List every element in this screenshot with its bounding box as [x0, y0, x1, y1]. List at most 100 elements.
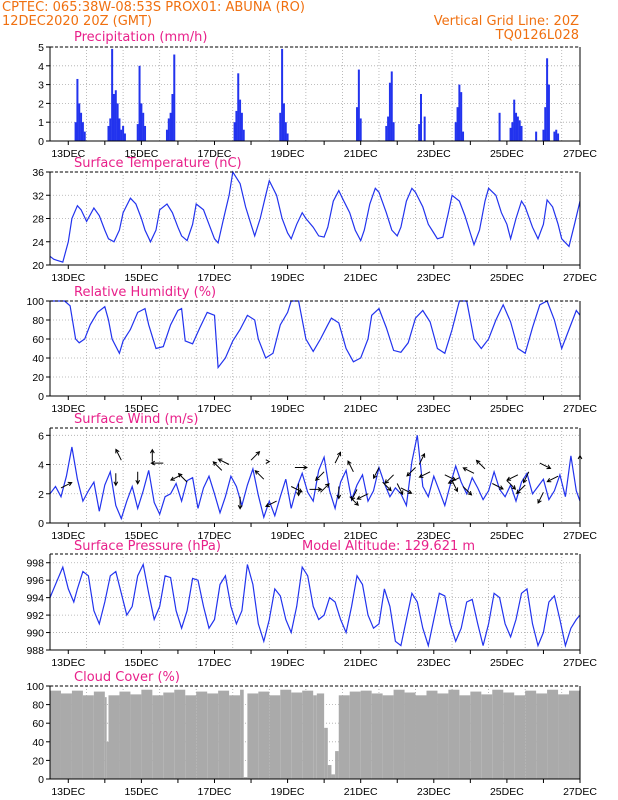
header-code: TQ0126L028	[495, 28, 579, 43]
precip-bar	[392, 122, 395, 141]
precip-bar	[76, 78, 79, 141]
x-tick-label: 25DEC	[490, 403, 524, 415]
cloud-cover-bar	[525, 690, 537, 779]
cloud-cover-bar	[291, 692, 303, 779]
precip-bar	[509, 127, 512, 141]
cloud-cover-bar	[50, 690, 61, 779]
cloud-cover-bar	[503, 692, 515, 779]
x-tick-label: 17DEC	[198, 403, 232, 415]
wind-arrow	[451, 480, 459, 493]
cloud-cover-bar	[302, 690, 314, 779]
cloud-cover-bar	[349, 691, 361, 779]
y-tick-label: 28	[32, 214, 44, 226]
y-tick-label: 40	[32, 737, 44, 749]
precip-bar	[553, 131, 556, 141]
cloud-cover-bar	[382, 695, 394, 779]
precip-bar	[242, 129, 245, 141]
precip-bar	[171, 94, 174, 141]
wind-arrow	[347, 460, 354, 473]
panel-title: Precipitation (mm/h)	[74, 30, 207, 45]
x-tick-label: 23DEC	[417, 272, 451, 284]
series-line	[49, 435, 581, 521]
cloud-cover-bar	[207, 693, 219, 779]
precip-bar	[281, 48, 284, 141]
cloud-cover-bar	[196, 691, 208, 779]
x-tick-label: 25DEC	[490, 272, 524, 284]
x-tick-label: 23DEC	[417, 148, 451, 160]
cloud-cover-bar	[393, 689, 405, 779]
precip-bar	[462, 131, 465, 141]
precip-bar	[81, 122, 84, 141]
y-tick-label: 4	[38, 61, 44, 73]
cloud-cover-bar	[174, 689, 186, 779]
x-tick-label: 17DEC	[198, 657, 232, 669]
y-tick-label: 0	[38, 518, 44, 530]
y-tick-label: 1	[38, 117, 44, 129]
x-tick-label: 17DEC	[198, 148, 232, 160]
cloud-cover-bar	[448, 689, 460, 779]
wind-arrow	[492, 483, 504, 490]
y-tick-label: 2	[38, 98, 44, 110]
x-tick-label: 13DEC	[51, 272, 85, 284]
cloud-cover-bar	[93, 691, 105, 779]
precip-bar	[83, 131, 86, 141]
precip-bar	[282, 103, 285, 141]
cloud-cover-bar	[104, 697, 107, 779]
x-tick-label: 21DEC	[344, 657, 378, 669]
wind-arrow	[60, 481, 73, 489]
cloud-cover-bar	[569, 690, 580, 779]
x-tick-label: 27DEC	[563, 148, 597, 160]
wind-arrow	[115, 448, 122, 461]
precip-bar	[111, 48, 114, 141]
precip-bar	[140, 103, 143, 141]
header-station: CPTEC: 065:38W-08:53S PROX01: ABUNA (RO)	[2, 0, 305, 15]
precip-bar	[542, 129, 545, 141]
wind-arrow	[418, 471, 431, 478]
precip-bar	[356, 107, 359, 141]
precip-bar	[109, 118, 112, 141]
x-tick-label: 19DEC	[271, 148, 305, 160]
precip-bar	[122, 125, 125, 141]
precip-bar	[460, 92, 463, 141]
precip-bar	[120, 129, 123, 141]
x-tick-label: 25DEC	[490, 657, 524, 669]
y-tick-label: 60	[32, 718, 44, 730]
x-tick-label: 17DEC	[198, 530, 232, 542]
y-tick-label: 20	[32, 260, 44, 272]
y-tick-label: 992	[26, 610, 44, 622]
precip-bar	[555, 129, 558, 141]
x-tick-label: 25DEC	[490, 530, 524, 542]
y-tick-label: 994	[26, 593, 44, 605]
precip-bar	[112, 94, 115, 141]
cloud-cover-bar	[185, 695, 197, 779]
cloud-cover-bar	[316, 693, 325, 779]
precip-bar	[390, 71, 393, 141]
cloud-cover-bar	[218, 690, 230, 779]
wind-arrow	[522, 471, 530, 484]
wind-arrow	[177, 472, 188, 483]
panel-2: Surface Temperature (nC) 20 24 28 32 36 13DEC 1…	[32, 156, 597, 284]
wind-arrow	[382, 481, 392, 492]
cloud-cover-bar	[240, 689, 244, 779]
header-datetime: 12DEC2020 20Z (GMT)	[2, 14, 152, 29]
cloud-cover-bar	[514, 695, 526, 779]
y-tick-label: 0	[38, 774, 44, 786]
panel-4: Surface Wind (m/s) 0 2 4 6 13DEC 15DEC 17DEC 19D…	[38, 412, 597, 542]
wind-arrow	[150, 460, 164, 466]
panel-5: Surface Pressure (hPa) Model Altitude: 12…	[26, 539, 597, 669]
panel-title: Surface Temperature (nC)	[74, 156, 242, 171]
precip-bar	[387, 116, 390, 141]
cloud-cover-bar	[360, 690, 372, 779]
precip-bar	[144, 125, 147, 141]
cloud-cover-bar	[163, 692, 175, 779]
precip-bar	[118, 118, 121, 141]
y-tick-label: 6	[38, 430, 44, 442]
precip-bar	[385, 125, 388, 141]
series-line	[50, 300, 581, 370]
wind-arrow	[336, 486, 342, 500]
precip-bar	[544, 107, 547, 141]
cloud-cover-bar	[229, 695, 241, 779]
cloud-cover-bar	[481, 694, 493, 779]
precip-bar	[116, 103, 119, 141]
